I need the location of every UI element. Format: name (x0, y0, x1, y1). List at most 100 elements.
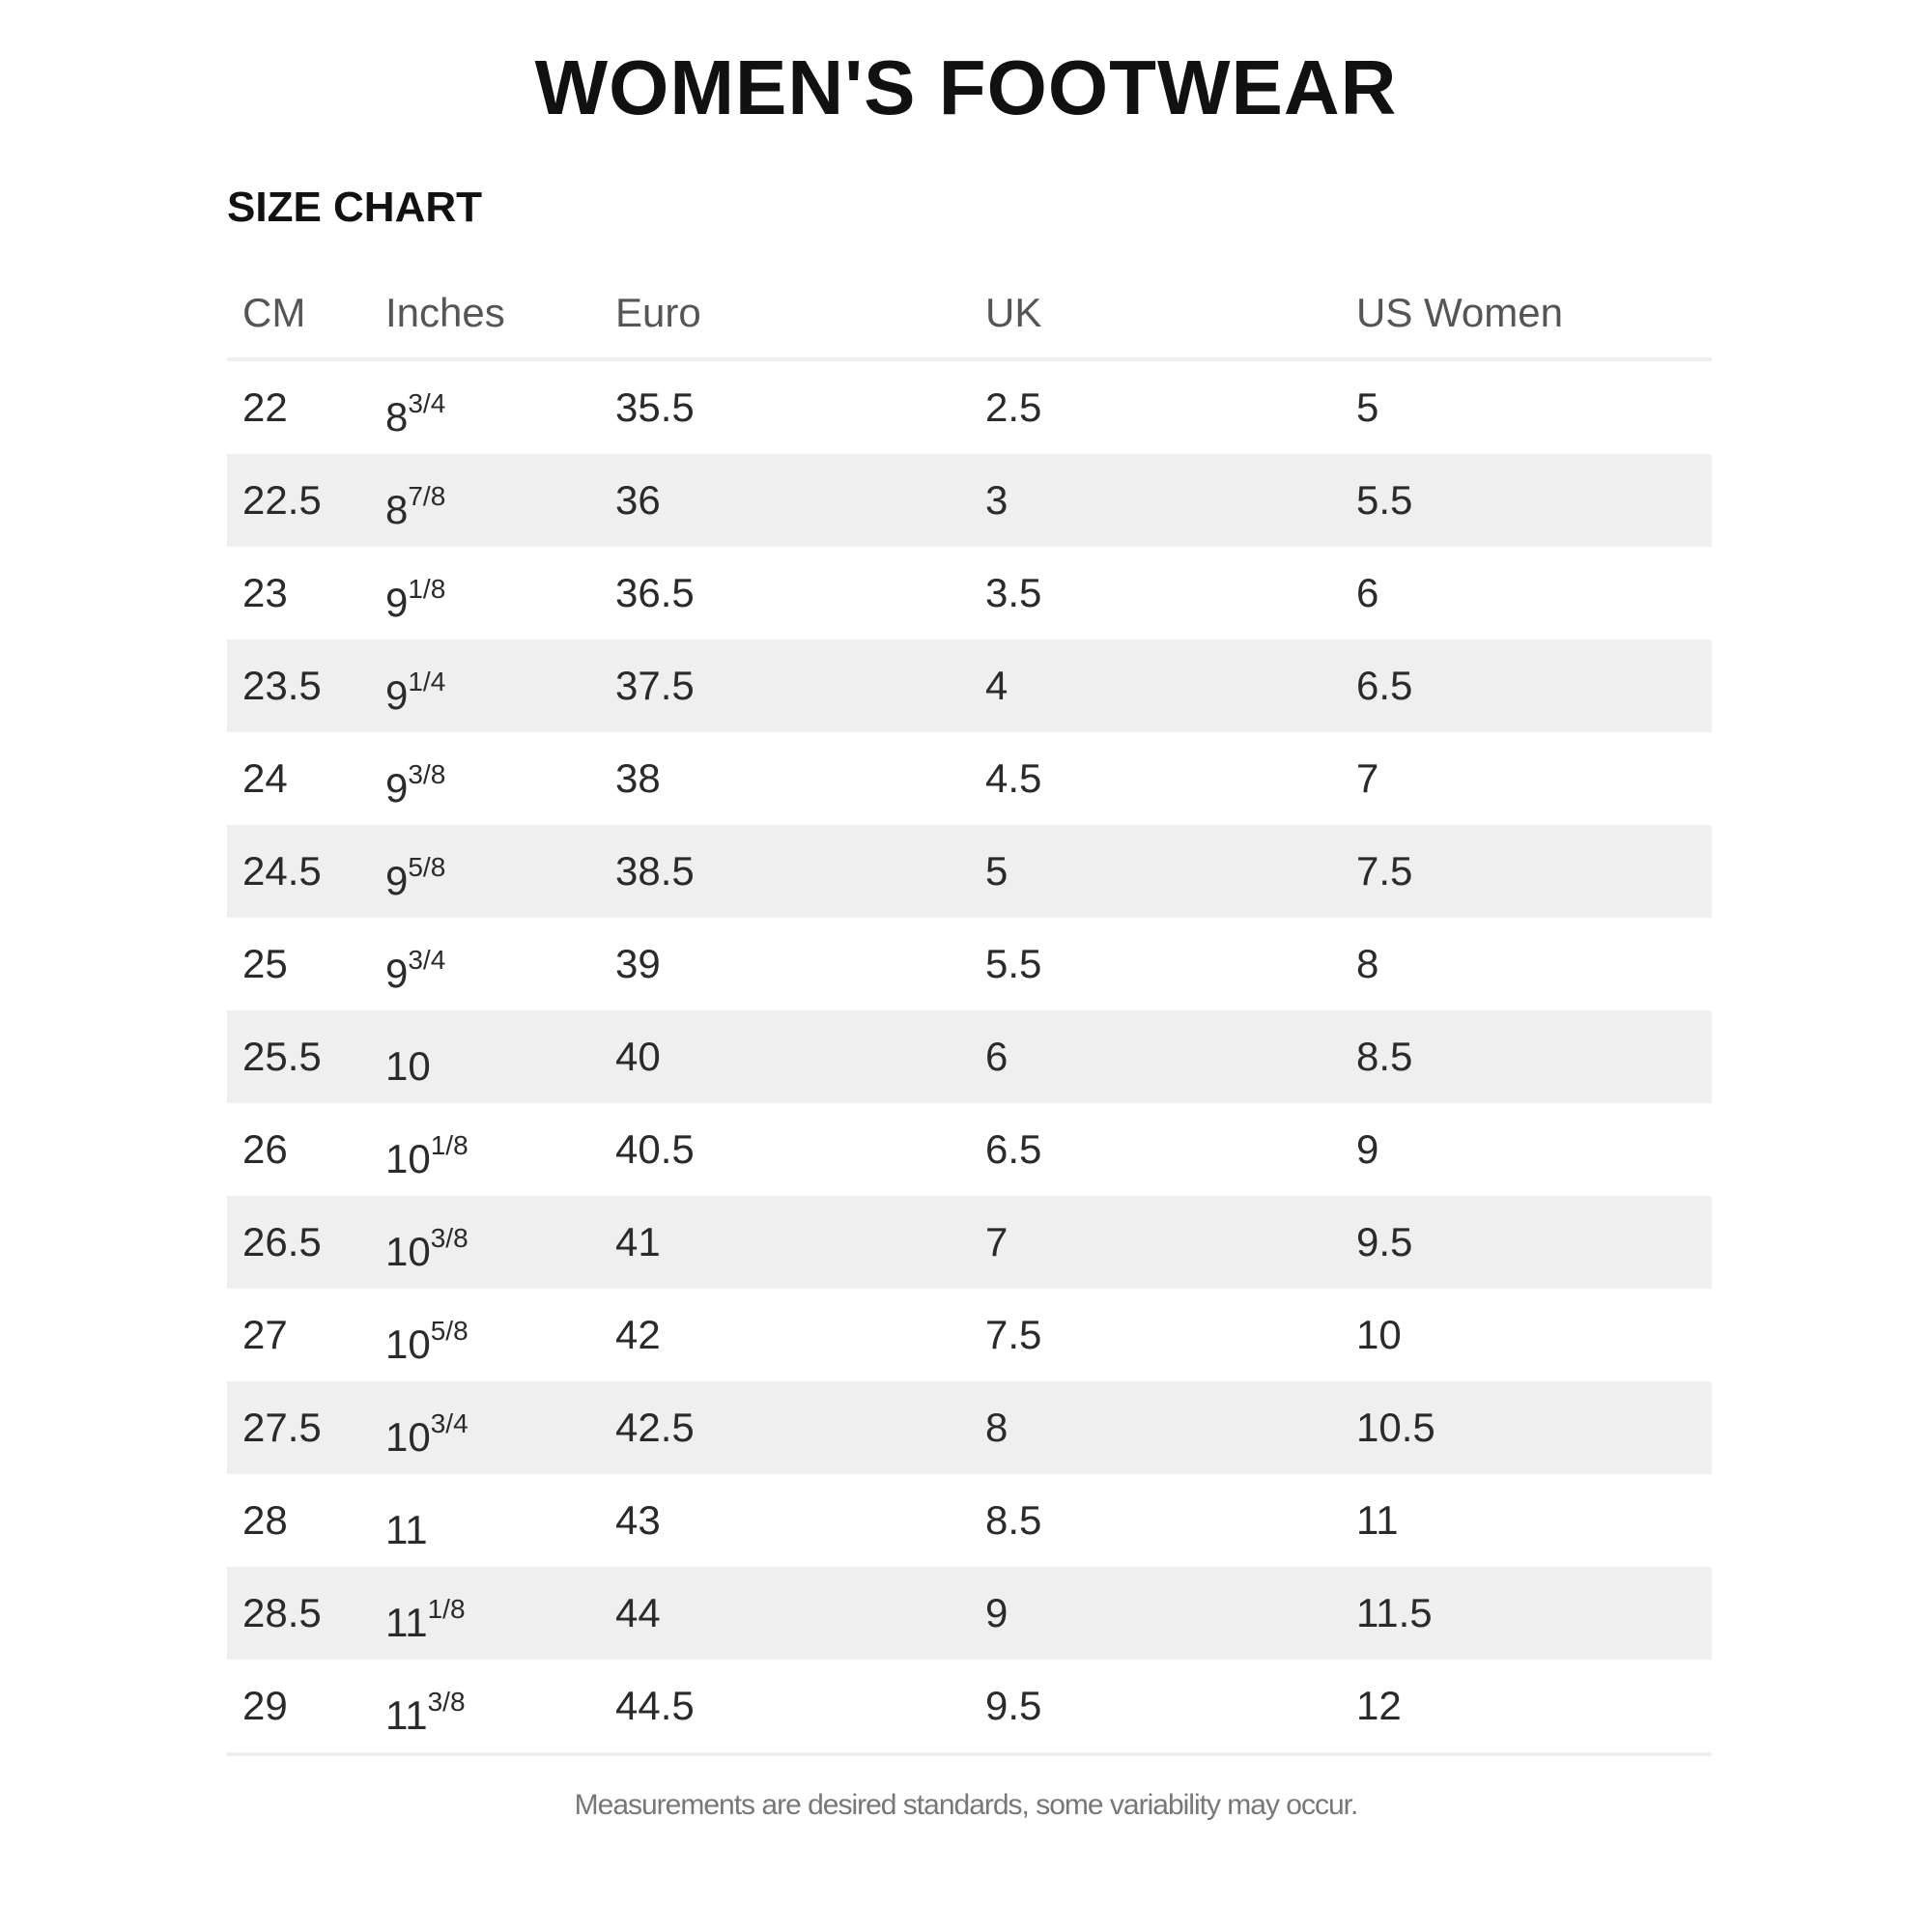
cell-inches: 95/8 (385, 825, 445, 927)
cell-cm: 23 (242, 570, 288, 615)
table-row: 29 113/8 44.5 9.5 12 (227, 1660, 1712, 1752)
cell-inches: 103/4 (385, 1381, 469, 1484)
cell-inches: 91/4 (385, 639, 445, 742)
cell-cm: 24.5 (242, 848, 322, 894)
table-row: 26.5 103/8 41 7 9.5 (227, 1196, 1712, 1289)
cell-inches: 113/8 (385, 1660, 466, 1762)
cell-uk: 2.5 (985, 384, 1042, 430)
cell-euro: 44 (615, 1590, 661, 1635)
cell-euro: 40 (615, 1034, 661, 1079)
cell-us-women: 11.5 (1356, 1590, 1433, 1635)
cell-uk: 5 (985, 848, 1009, 894)
cell-uk: 9.5 (985, 1683, 1042, 1728)
inches-fraction: 3/8 (408, 759, 446, 789)
cell-cm: 25.5 (242, 1034, 322, 1079)
header-cm: CM (242, 290, 306, 335)
cell-uk: 3.5 (985, 570, 1042, 615)
inches-whole: 10 (385, 1043, 431, 1089)
table-row: 27.5 103/4 42.5 8 10.5 (227, 1381, 1712, 1474)
cell-us-women: 5.5 (1356, 477, 1413, 523)
cell-us-women: 6 (1356, 570, 1379, 615)
cell-euro: 37.5 (615, 663, 695, 708)
cell-cm: 29 (242, 1683, 288, 1728)
table-row: 28.5 111/8 44 9 11.5 (227, 1567, 1712, 1660)
inches-whole: 11 (385, 1507, 428, 1552)
cell-inches: 105/8 (385, 1289, 469, 1391)
cell-inches: 87/8 (385, 454, 445, 556)
inches-whole: 9 (385, 580, 409, 625)
header-inches: Inches (385, 290, 505, 335)
cell-cm: 22.5 (242, 477, 322, 523)
table-row: 28 11 43 8.5 11 (227, 1474, 1712, 1567)
table-row: 24 93/8 38 4.5 7 (227, 732, 1712, 825)
inches-whole: 10 (385, 1414, 431, 1460)
cell-us-women: 10 (1356, 1312, 1402, 1357)
cell-uk: 3 (985, 477, 1009, 523)
cell-euro: 38 (615, 755, 661, 801)
table-row: 23.5 91/4 37.5 4 6.5 (227, 639, 1712, 732)
inches-fraction: 3/4 (408, 388, 446, 418)
inches-whole: 9 (385, 858, 409, 903)
cell-uk: 9 (985, 1590, 1009, 1635)
page-title: WOMEN'S FOOTWEAR (534, 44, 1398, 130)
cell-uk: 6 (985, 1034, 1009, 1079)
cell-inches: 93/4 (385, 918, 445, 1020)
table-row: 27 105/8 42 7.5 10 (227, 1289, 1712, 1381)
cell-us-women: 7.5 (1356, 848, 1413, 894)
inches-whole: 10 (385, 1136, 431, 1181)
table-body: 22 83/4 35.5 2.5 5 22.5 87/8 36 3 5.5 23 91/8 36.5 3.… (227, 361, 1712, 1752)
footnote: Measurements are desired standards, some… (574, 1789, 1359, 1821)
cell-inches: 103/8 (385, 1196, 469, 1298)
cell-us-women: 5 (1356, 384, 1379, 430)
inches-fraction: 1/8 (427, 1594, 466, 1624)
inches-fraction: 3/8 (427, 1687, 466, 1717)
cell-uk: 7 (985, 1219, 1009, 1264)
cell-uk: 8 (985, 1405, 1009, 1450)
cell-euro: 36 (615, 477, 661, 523)
cell-us-women: 8 (1356, 941, 1379, 986)
cell-us-women: 11 (1356, 1497, 1399, 1543)
inches-fraction: 3/4 (408, 945, 446, 975)
cell-us-women: 10.5 (1356, 1405, 1435, 1450)
table-row: 22 83/4 35.5 2.5 5 (227, 361, 1712, 454)
table-bottom-divider (227, 1752, 1712, 1756)
header-us-women: US Women (1356, 290, 1563, 335)
header-euro: Euro (615, 290, 701, 335)
cell-inches: 91/8 (385, 547, 445, 649)
inches-fraction: 3/8 (430, 1223, 469, 1253)
inches-fraction: 5/8 (408, 852, 446, 882)
cell-uk: 5.5 (985, 941, 1042, 986)
inches-fraction: 1/8 (430, 1130, 469, 1160)
cell-uk: 7.5 (985, 1312, 1042, 1357)
cell-euro: 40.5 (615, 1126, 695, 1172)
inches-fraction: 5/8 (430, 1316, 469, 1346)
inches-whole: 11 (385, 1692, 428, 1738)
cell-inches: 10 (385, 1010, 431, 1113)
inches-whole: 8 (385, 394, 409, 440)
section-title: SIZE CHART (227, 184, 482, 231)
cell-cm: 25 (242, 941, 288, 986)
cell-inches: 101/8 (385, 1103, 469, 1206)
table-row: 22.5 87/8 36 3 5.5 (227, 454, 1712, 547)
inches-fraction: 1/8 (408, 574, 446, 604)
cell-us-women: 9 (1356, 1126, 1379, 1172)
cell-euro: 42.5 (615, 1405, 695, 1450)
cell-cm: 23.5 (242, 663, 322, 708)
table-row: 25 93/4 39 5.5 8 (227, 918, 1712, 1010)
cell-cm: 28.5 (242, 1590, 322, 1635)
inches-whole: 10 (385, 1321, 431, 1367)
size-chart-table: CM Inches Euro UK US Women 22 83/4 35.5 2.5… (227, 267, 1712, 1756)
inches-fraction: 7/8 (408, 481, 446, 511)
cell-inches: 111/8 (385, 1567, 466, 1669)
inches-fraction: 1/4 (408, 667, 446, 696)
cell-euro: 44.5 (615, 1683, 695, 1728)
cell-cm: 24 (242, 755, 288, 801)
inches-whole: 8 (385, 487, 409, 532)
table-row: 23 91/8 36.5 3.5 6 (227, 547, 1712, 639)
cell-uk: 4 (985, 663, 1009, 708)
cell-inches: 11 (385, 1474, 428, 1577)
inches-whole: 9 (385, 951, 409, 996)
cell-uk: 6.5 (985, 1126, 1042, 1172)
header-uk: UK (985, 290, 1042, 335)
cell-us-women: 6.5 (1356, 663, 1413, 708)
